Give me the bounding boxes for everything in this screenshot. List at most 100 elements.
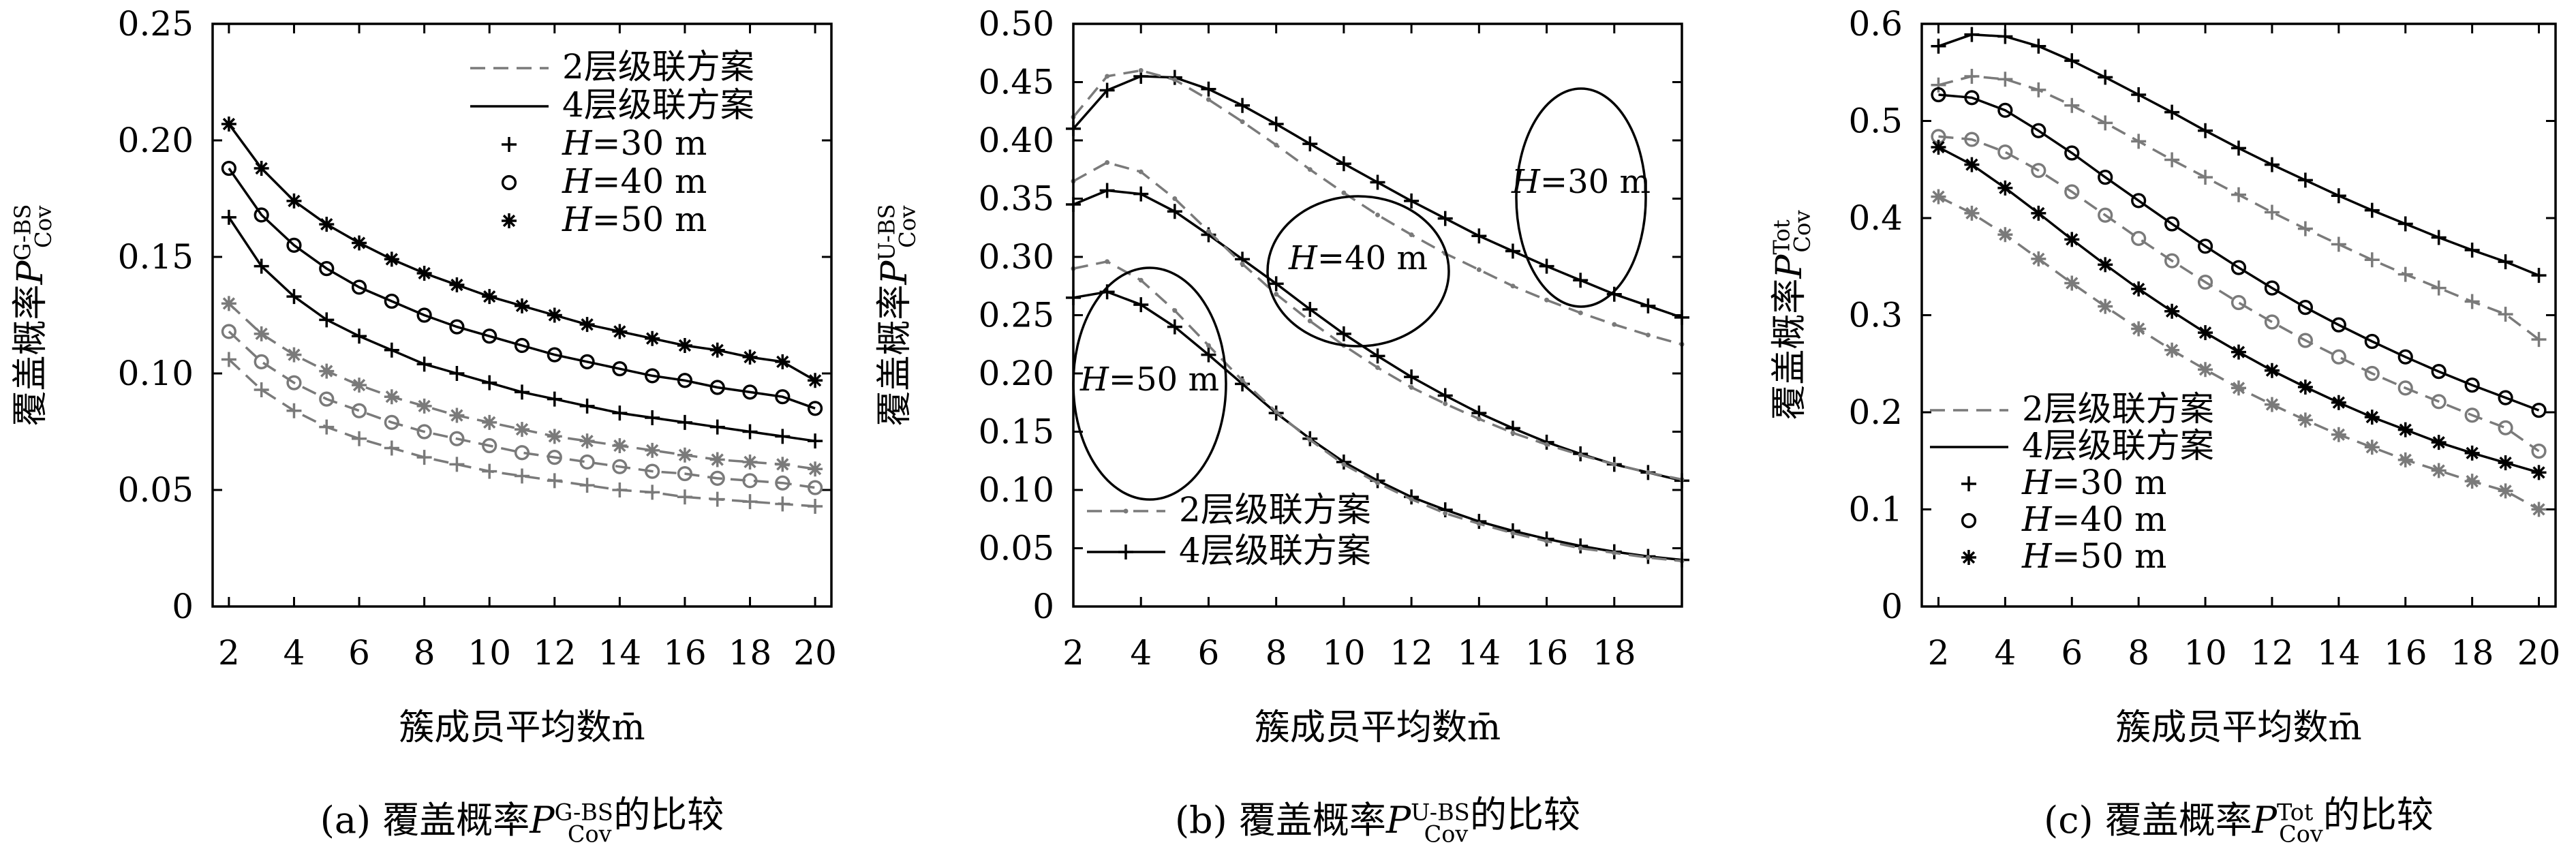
legend-marker — [502, 137, 517, 152]
text-run: =30 m — [1540, 163, 1651, 201]
data-point — [1375, 480, 1380, 486]
data-point — [775, 389, 791, 405]
data-point — [1167, 204, 1182, 219]
data-point — [352, 378, 367, 393]
data-point — [1964, 205, 1980, 221]
data-point — [808, 373, 823, 388]
legend-marker — [502, 213, 517, 228]
data-point — [2531, 465, 2547, 480]
data-point — [1964, 132, 1980, 147]
data-point — [2464, 294, 2480, 309]
text-run: =50 m — [1109, 360, 1219, 399]
symbol-p: P — [1385, 799, 1412, 842]
data-point — [2164, 342, 2180, 358]
data-point — [2131, 281, 2147, 297]
data-point — [709, 380, 725, 395]
data-point — [1931, 87, 1946, 103]
series-line — [1073, 290, 1683, 562]
x-tick-label: 2 — [1062, 633, 1084, 673]
symbol-p: P — [2252, 799, 2278, 842]
data-point — [1931, 77, 1946, 93]
data-point — [1539, 258, 1554, 274]
data-point — [1172, 77, 1178, 82]
data-point — [2231, 140, 2246, 156]
data-point — [742, 350, 758, 365]
y-tick-label: 0 — [1032, 587, 1054, 626]
text-run: 覆盖概率 — [10, 285, 51, 427]
series-line — [228, 167, 816, 410]
data-point — [1105, 74, 1110, 79]
data-point — [2264, 204, 2280, 220]
plot-frame — [211, 22, 833, 608]
text-run: 的比较 — [613, 793, 724, 836]
superscript: Tot — [1768, 219, 1794, 254]
data-point — [1476, 267, 1482, 273]
data-point — [808, 433, 823, 449]
data-point — [254, 258, 269, 274]
data-point — [482, 375, 497, 390]
data-point — [352, 235, 367, 251]
data-point — [2364, 410, 2380, 425]
data-point — [2364, 440, 2380, 455]
data-point — [221, 160, 236, 176]
data-point — [579, 478, 595, 493]
x-tick-label: 18 — [2451, 633, 2494, 673]
data-point — [1443, 510, 1448, 516]
data-point — [1138, 277, 1144, 283]
data-point — [1997, 72, 2013, 87]
data-point — [2264, 397, 2280, 412]
subscript: Cov — [31, 205, 57, 248]
data-point — [1404, 369, 1420, 385]
annotation-ellipse — [1515, 87, 1647, 308]
data-point — [1206, 97, 1211, 102]
data-point — [2331, 349, 2346, 365]
data-point — [384, 293, 399, 309]
data-point — [319, 363, 335, 379]
data-point — [2431, 230, 2447, 245]
legend-label: H=50 m — [2021, 536, 2166, 576]
data-point — [1336, 156, 1351, 172]
data-point — [579, 433, 595, 449]
data-point — [2464, 474, 2480, 489]
data-point — [808, 461, 823, 477]
data-point — [221, 324, 236, 339]
legend-marker — [501, 174, 517, 191]
y-tick-label: 0.50 — [979, 4, 1054, 44]
data-point — [547, 391, 562, 407]
data-point — [742, 454, 758, 470]
symbol-h: H — [1079, 360, 1109, 399]
data-point — [254, 326, 269, 341]
data-point — [482, 414, 497, 430]
annotation-ellipse — [1072, 266, 1227, 501]
data-point — [2531, 268, 2547, 283]
data-point — [2297, 379, 2313, 395]
x-tick-label: 8 — [1266, 633, 1287, 673]
data-point — [1167, 319, 1182, 335]
data-point — [482, 463, 497, 479]
data-point — [612, 482, 628, 497]
data-point — [416, 307, 432, 323]
data-point — [709, 452, 725, 467]
data-point — [1443, 401, 1448, 406]
data-point — [319, 261, 335, 277]
annotation-label: H=50 m — [1079, 360, 1219, 399]
data-point — [1964, 157, 1980, 172]
x-tick-label: 10 — [1322, 633, 1366, 673]
data-point — [2098, 70, 2113, 85]
y-tick-label: 0.15 — [118, 237, 194, 277]
data-point — [1172, 308, 1178, 313]
text-run: =50 m — [2052, 536, 2167, 576]
data-point — [254, 207, 269, 223]
data-point — [1341, 190, 1347, 196]
data-point — [1307, 437, 1313, 442]
y-tick-label: 0.35 — [979, 179, 1054, 219]
data-point — [1307, 167, 1313, 172]
data-point — [2231, 187, 2246, 202]
y-tick-label: 0 — [1881, 587, 1903, 626]
x-axis-label: 簇成员平均数m̄ — [1255, 707, 1501, 748]
data-point — [808, 401, 823, 416]
data-point — [2431, 394, 2447, 410]
data-point — [1206, 343, 1211, 348]
data-point — [286, 347, 302, 363]
text-run: (a) 覆盖概率 — [320, 799, 530, 842]
